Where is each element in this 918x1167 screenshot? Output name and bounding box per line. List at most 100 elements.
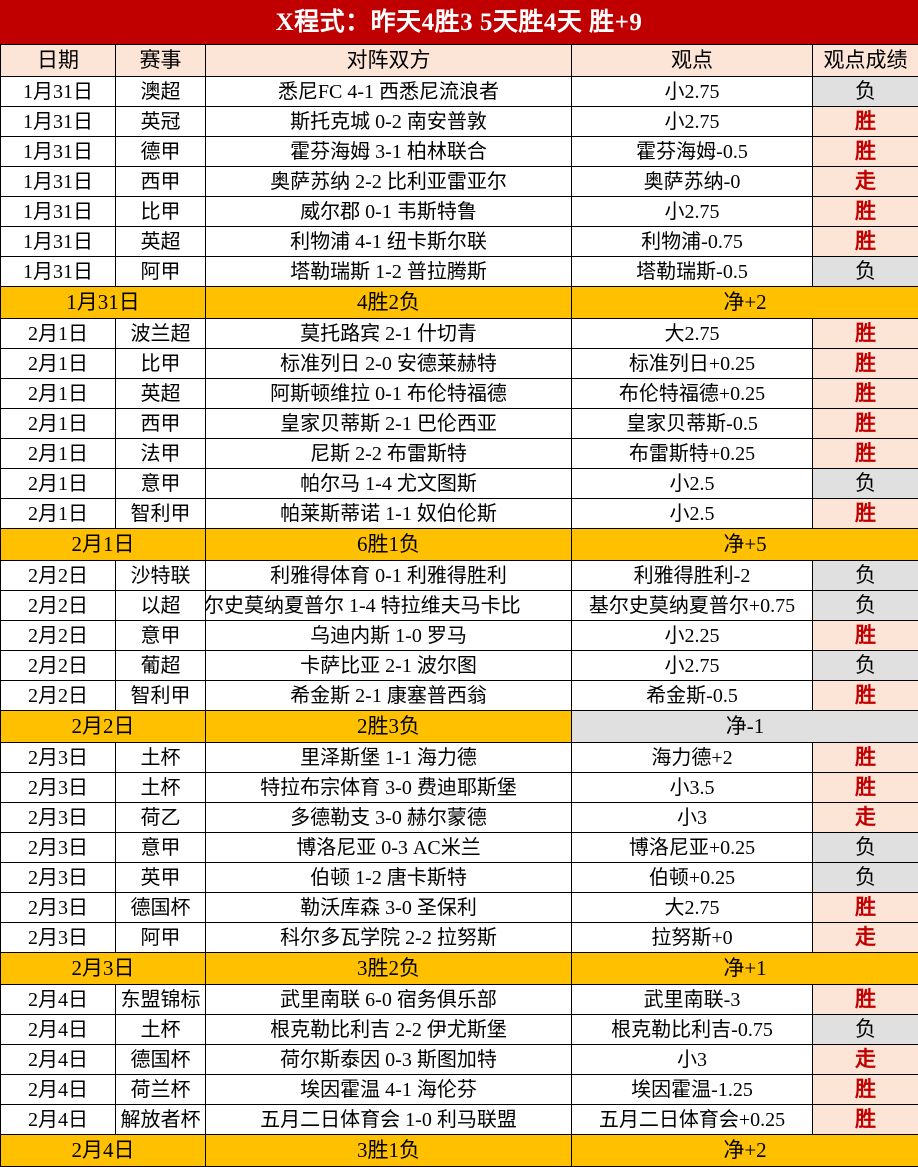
cell-match: 伯顿 1-2 唐卡斯特: [206, 863, 572, 893]
summary-date: 2月1日: [1, 529, 206, 561]
summary-net: 净+2: [572, 287, 918, 319]
cell-match: 五月二日体育会 1-0 利马联盟: [206, 1105, 572, 1135]
cell-league: 东盟锦标: [116, 985, 206, 1015]
cell-view: 海力德+2: [572, 743, 813, 773]
cell-view: 小3: [572, 1045, 813, 1075]
cell-date: 2月4日: [1, 1015, 116, 1045]
cell-match: 皇家贝蒂斯 2-1 巴伦西亚: [206, 409, 572, 439]
cell-league: 西甲: [116, 409, 206, 439]
summary-record: 3胜2负: [206, 953, 572, 985]
cell-view: 希金斯-0.5: [572, 681, 813, 711]
cell-result: 胜: [813, 349, 918, 379]
cell-match: 多德勒支 3-0 赫尔蒙德: [206, 803, 572, 833]
cell-match: 尼斯 2-2 布雷斯特: [206, 439, 572, 469]
cell-league: 智利甲: [116, 499, 206, 529]
cell-match: 基尔史莫纳夏普尔 1-4 特拉维夫马卡比: [206, 591, 572, 621]
cell-result: 负: [813, 469, 918, 499]
cell-league: 荷乙: [116, 803, 206, 833]
cell-date: 2月3日: [1, 863, 116, 893]
cell-league: 以超: [116, 591, 206, 621]
cell-result: 走: [813, 167, 918, 197]
cell-view: 埃因霍温-1.25: [572, 1075, 813, 1105]
cell-date: 2月3日: [1, 923, 116, 953]
cell-match: 里泽斯堡 1-1 海力德: [206, 743, 572, 773]
cell-result: 负: [813, 833, 918, 863]
cell-league: 葡超: [116, 651, 206, 681]
cell-league: 比甲: [116, 197, 206, 227]
column-header-date: 日期: [1, 45, 116, 77]
cell-league: 意甲: [116, 469, 206, 499]
cell-match: 悉尼FC 4-1 西悉尼流浪者: [206, 77, 572, 107]
cell-result: 胜: [813, 227, 918, 257]
cell-match: 利物浦 4-1 纽卡斯尔联: [206, 227, 572, 257]
cell-match: 希金斯 2-1 康塞普西翁: [206, 681, 572, 711]
cell-date: 2月4日: [1, 1105, 116, 1135]
cell-result: 负: [813, 863, 918, 893]
cell-date: 2月3日: [1, 833, 116, 863]
cell-view: 小2.25: [572, 621, 813, 651]
cell-view: 小2.75: [572, 651, 813, 681]
cell-date: 2月2日: [1, 651, 116, 681]
cell-date: 2月2日: [1, 681, 116, 711]
cell-result: 走: [813, 803, 918, 833]
cell-league: 荷兰杯: [116, 1075, 206, 1105]
summary-record: 2胜3负: [206, 711, 572, 743]
cell-league: 解放者杯: [116, 1105, 206, 1135]
cell-view: 伯顿+0.25: [572, 863, 813, 893]
cell-league: 沙特联: [116, 561, 206, 591]
cell-result: 胜: [813, 621, 918, 651]
cell-date: 2月1日: [1, 349, 116, 379]
cell-result: 胜: [813, 773, 918, 803]
cell-view: 大2.75: [572, 893, 813, 923]
summary-date: 2月3日: [1, 953, 206, 985]
cell-result: 胜: [813, 107, 918, 137]
cell-date: 1月31日: [1, 167, 116, 197]
cell-result: 胜: [813, 985, 918, 1015]
cell-date: 2月1日: [1, 409, 116, 439]
cell-match: 威尔郡 0-1 韦斯特鲁: [206, 197, 572, 227]
cell-league: 德甲: [116, 137, 206, 167]
page-title: X程式：昨天4胜3 5天胜4天 胜+9: [276, 10, 643, 35]
cell-result: 胜: [813, 137, 918, 167]
cell-date: 1月31日: [1, 137, 116, 167]
summary-date: 2月4日: [1, 1135, 206, 1167]
cell-league: 英超: [116, 227, 206, 257]
summary-net: 净+5: [572, 529, 918, 561]
summary-date: 1月31日: [1, 287, 206, 319]
cell-league: 土杯: [116, 743, 206, 773]
cell-league: 土杯: [116, 1015, 206, 1045]
column-header-league: 赛事: [116, 45, 206, 77]
cell-league: 西甲: [116, 167, 206, 197]
header-row: 日期 赛事 对阵双方 观点 观点成绩: [1, 45, 918, 77]
cell-result: 胜: [813, 681, 918, 711]
cell-match: 斯托克城 0-2 南安普敦: [206, 107, 572, 137]
cell-match: 根克勒比利吉 2-2 伊尤斯堡: [206, 1015, 572, 1045]
cell-result: 胜: [813, 893, 918, 923]
cell-view: 博洛尼亚+0.25: [572, 833, 813, 863]
cell-date: 1月31日: [1, 77, 116, 107]
cell-league: 意甲: [116, 621, 206, 651]
cell-league: 英甲: [116, 863, 206, 893]
cell-match: 莫托路宾 2-1 什切青: [206, 319, 572, 349]
cell-result: 胜: [813, 1075, 918, 1105]
cell-date: 1月31日: [1, 197, 116, 227]
cell-view: 根克勒比利吉-0.75: [572, 1015, 813, 1045]
cell-date: 2月1日: [1, 319, 116, 349]
cell-result: 胜: [813, 319, 918, 349]
cell-match: 埃因霍温 4-1 海伦芬: [206, 1075, 572, 1105]
